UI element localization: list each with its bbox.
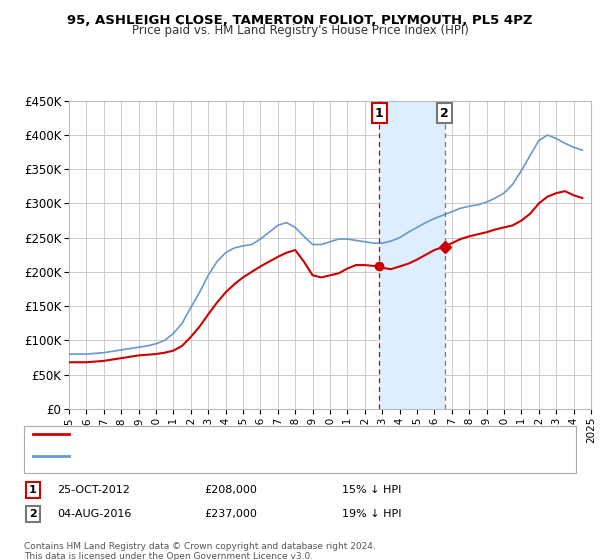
Text: HPI: Average price, detached house, City of Plymouth: HPI: Average price, detached house, City… bbox=[75, 451, 355, 461]
Text: £208,000: £208,000 bbox=[204, 485, 257, 495]
Text: 19% ↓ HPI: 19% ↓ HPI bbox=[342, 509, 401, 519]
Text: 25-OCT-2012: 25-OCT-2012 bbox=[57, 485, 130, 495]
Text: £237,000: £237,000 bbox=[204, 509, 257, 519]
Text: Price paid vs. HM Land Registry's House Price Index (HPI): Price paid vs. HM Land Registry's House … bbox=[131, 24, 469, 37]
Text: 2: 2 bbox=[440, 106, 449, 120]
Text: 1: 1 bbox=[29, 485, 37, 495]
Text: 2: 2 bbox=[29, 509, 37, 519]
Text: 95, ASHLEIGH CLOSE, TAMERTON FOLIOT, PLYMOUTH, PL5 4PZ: 95, ASHLEIGH CLOSE, TAMERTON FOLIOT, PLY… bbox=[67, 14, 533, 27]
Bar bbox=[379, 101, 445, 409]
Text: 95, ASHLEIGH CLOSE, TAMERTON FOLIOT, PLYMOUTH, PL5 4PZ (detached house): 95, ASHLEIGH CLOSE, TAMERTON FOLIOT, PLY… bbox=[75, 429, 494, 439]
Text: Contains HM Land Registry data © Crown copyright and database right 2024.
This d: Contains HM Land Registry data © Crown c… bbox=[24, 542, 376, 560]
Text: 15% ↓ HPI: 15% ↓ HPI bbox=[342, 485, 401, 495]
Text: 1: 1 bbox=[374, 106, 383, 120]
Text: 04-AUG-2016: 04-AUG-2016 bbox=[57, 509, 131, 519]
